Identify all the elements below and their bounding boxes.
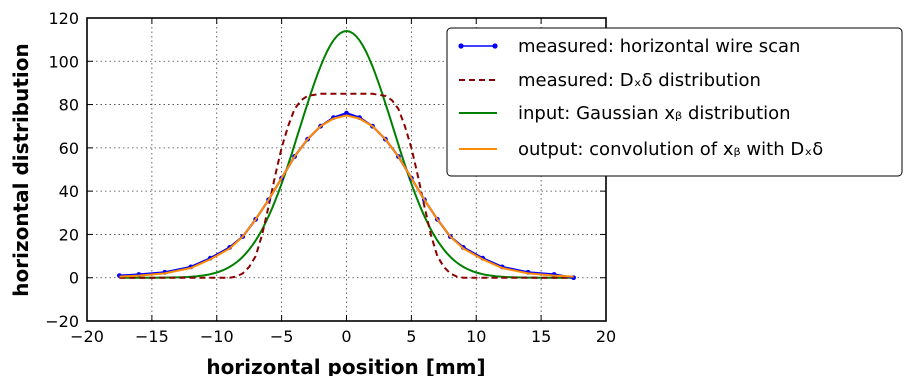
y-tick-label: 40 — [59, 182, 79, 201]
legend-label-convolution: output: convolution of xᵦ with Dₓδ — [518, 139, 823, 160]
series-layer — [117, 29, 576, 281]
series-gaussian — [119, 29, 574, 279]
legend-marker-wire-scan-right — [492, 43, 498, 49]
x-axis-title: horizontal position [mm] — [206, 355, 485, 376]
y-axis-title: horizontal distribution — [9, 43, 33, 297]
tick-layer: −20 −15 −10 −5 0 5 10 15 20 −20 0 20 40 60 80 100 120 — [45, 9, 616, 346]
y-tick-label: 20 — [59, 225, 79, 244]
legend-marker-wire-scan-left — [458, 43, 464, 49]
x-tick-label: −10 — [200, 327, 234, 346]
series-convolution — [119, 114, 574, 278]
legend-entry-dx-delta: measured: Dₓδ distribution — [459, 70, 761, 91]
legend-entry-wire-scan: measured: horizontal wire scan — [458, 36, 800, 57]
legend: measured: horizontal wire scan measured:… — [446, 27, 903, 177]
x-tick-label: 0 — [341, 327, 351, 346]
x-tick-label: −15 — [135, 327, 169, 346]
wire-scan-point — [344, 110, 349, 116]
x-tick-label: −20 — [70, 327, 104, 346]
legend-entry-convolution: output: convolution of xᵦ with Dₓδ — [459, 139, 823, 160]
x-tick-label: 20 — [596, 327, 616, 346]
x-tick-label: −5 — [270, 327, 294, 346]
legend-label-dx-delta: measured: Dₓδ distribution — [518, 70, 761, 91]
y-tick-label: 60 — [59, 139, 79, 158]
x-tick-label: 5 — [406, 327, 416, 346]
y-tick-label: 0 — [69, 269, 79, 288]
legend-box — [446, 27, 903, 177]
y-tick-label: −20 — [45, 312, 79, 331]
y-tick-label: 120 — [48, 9, 79, 28]
x-tick-label: 10 — [466, 327, 486, 346]
y-tick-label: 100 — [48, 52, 79, 71]
y-tick-label: 80 — [59, 96, 79, 115]
series-dx-delta — [119, 92, 574, 279]
x-tick-label: 15 — [531, 327, 551, 346]
legend-label-gaussian: input: Gaussian xᵦ distribution — [518, 103, 791, 124]
legend-entry-gaussian: input: Gaussian xᵦ distribution — [459, 103, 791, 124]
legend-label-wire-scan: measured: horizontal wire scan — [518, 36, 800, 57]
